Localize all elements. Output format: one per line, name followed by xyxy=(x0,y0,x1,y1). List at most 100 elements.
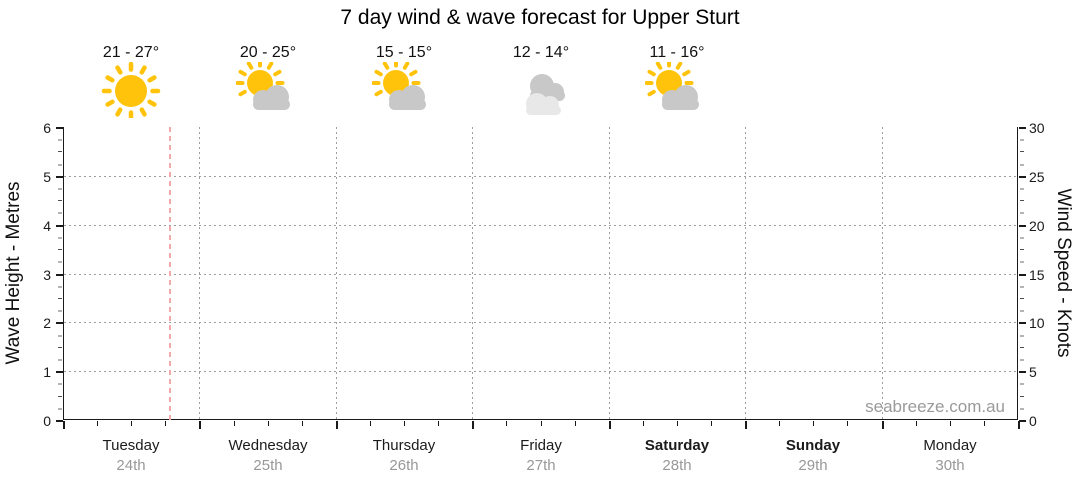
day-boundary-tick xyxy=(882,421,884,429)
wind-axis-tick xyxy=(1019,176,1026,178)
wave-axis-minor-tick xyxy=(58,298,62,299)
wind-axis-tick-label: 30 xyxy=(1029,120,1045,136)
wave-axis-minor-tick xyxy=(58,347,62,348)
hour-tick xyxy=(268,421,269,426)
wave-axis-tick-label: 5 xyxy=(43,169,51,185)
wind-axis-minor-tick xyxy=(1020,249,1024,250)
day-temperature-range: 20 - 25° xyxy=(239,44,297,61)
wind-axis-tick xyxy=(1019,274,1026,276)
hour-tick xyxy=(131,421,132,426)
wave-axis-minor-tick xyxy=(58,164,62,166)
wind-axis-tick-label: 15 xyxy=(1029,267,1045,283)
day-temperature-range: 15 - 15° xyxy=(375,44,433,61)
now-marker-line xyxy=(169,127,171,420)
wind-axis-minor-tick xyxy=(1020,396,1024,397)
day-boundary-gridline xyxy=(336,127,337,420)
hour-tick xyxy=(779,421,780,426)
hour-tick xyxy=(813,421,814,426)
chart-title: 7 day wind & wave forecast for Upper Stu… xyxy=(340,6,740,29)
day-boundary-tick xyxy=(745,421,747,429)
wave-axis-minor-tick xyxy=(58,310,62,312)
wind-axis-tick-label: 25 xyxy=(1029,169,1045,185)
sunny-icon xyxy=(99,61,163,121)
day-temperature-range: 11 - 16° xyxy=(649,44,705,61)
day-boundary-gridline xyxy=(882,127,883,420)
wind-axis-minor-tick xyxy=(1020,200,1024,201)
wave-axis-tick xyxy=(56,322,63,324)
wind-axis-tick xyxy=(1019,420,1026,422)
day-name-label: Saturday xyxy=(644,437,710,454)
day-name-label: Sunday xyxy=(785,437,841,454)
wave-axis-tick xyxy=(56,127,63,129)
day-boundary-tick xyxy=(199,421,201,429)
wave-gridline xyxy=(64,322,1018,323)
wave-axis-minor-tick xyxy=(58,212,62,214)
day-date-label: 26th xyxy=(389,457,419,474)
wave-axis-tick-label: 0 xyxy=(43,413,51,429)
day-date-label: 25th xyxy=(253,457,283,474)
partly-cloudy-icon xyxy=(371,58,436,118)
day-boundary-gridline xyxy=(745,127,746,420)
wind-axis-tick xyxy=(1019,322,1026,324)
hour-tick xyxy=(847,421,848,426)
day-boundary-tick xyxy=(336,421,338,429)
wind-axis-minor-tick xyxy=(1020,188,1024,190)
day-name-label: Wednesday xyxy=(228,437,308,454)
wave-axis-tick-label: 2 xyxy=(43,315,51,331)
wind-axis-tick xyxy=(1019,127,1026,129)
day-name-label: Tuesday xyxy=(102,437,160,454)
day-boundary-gridline xyxy=(199,127,200,420)
wind-axis-minor-tick xyxy=(1020,298,1024,299)
wave-axis-minor-tick xyxy=(58,261,62,263)
hour-tick xyxy=(370,421,371,426)
day-date-label: 24th xyxy=(116,457,146,474)
hour-tick xyxy=(950,421,951,426)
day-temperature-range: 21 - 27° xyxy=(102,44,160,61)
wave-axis-minor-tick xyxy=(58,383,62,385)
wave-axis-tick xyxy=(56,176,63,178)
wind-axis-minor-tick xyxy=(1020,261,1024,263)
wave-axis-minor-tick xyxy=(58,249,62,250)
day-temperature-range: 12 - 14° xyxy=(512,44,570,61)
hour-tick xyxy=(711,421,712,426)
wind-axis-minor-tick xyxy=(1020,408,1024,410)
wave-axis-tick xyxy=(56,225,63,227)
hour-tick xyxy=(234,421,235,426)
partly-cloudy-icon xyxy=(644,58,709,118)
day-name-label: Monday xyxy=(923,437,977,454)
day-date-label: 27th xyxy=(526,457,556,474)
day-date-label: 29th xyxy=(798,457,828,474)
day-boundary-gridline xyxy=(472,127,473,420)
partly-cloudy-icon xyxy=(235,58,300,118)
hour-tick xyxy=(302,421,303,426)
wave-axis-minor-tick xyxy=(58,408,62,410)
wind-axis-minor-tick xyxy=(1020,237,1024,239)
wave-axis-tick xyxy=(56,371,63,373)
wave-axis-minor-tick xyxy=(58,237,62,239)
wind-axis-tick-label: 5 xyxy=(1029,364,1037,380)
hour-tick xyxy=(643,421,644,426)
wind-axis-minor-tick xyxy=(1020,212,1024,214)
hour-tick xyxy=(97,421,98,426)
wave-gridline xyxy=(64,176,1018,177)
day-boundary-tick xyxy=(609,421,611,429)
wind-axis-minor-tick xyxy=(1020,383,1024,385)
cloudy-icon xyxy=(509,62,573,118)
wind-axis-minor-tick xyxy=(1020,164,1024,166)
wave-axis-tick-label: 1 xyxy=(43,364,51,380)
hour-tick xyxy=(165,421,166,426)
wind-axis-minor-tick xyxy=(1020,286,1024,288)
hour-tick xyxy=(438,421,439,426)
wave-axis-tick-label: 3 xyxy=(43,267,51,283)
day-name-label: Friday xyxy=(520,437,562,454)
watermark: seabreeze.com.au xyxy=(865,397,1005,416)
wind-axis-minor-tick xyxy=(1020,139,1024,141)
wind-axis-minor-tick xyxy=(1020,151,1024,152)
day-name-label: Thursday xyxy=(372,437,436,454)
day-boundary-tick xyxy=(1018,421,1020,429)
day-boundary-tick xyxy=(472,421,474,429)
wave-axis-tick-label: 6 xyxy=(43,120,51,136)
wind-axis-tick xyxy=(1019,225,1026,227)
wave-gridline xyxy=(64,274,1018,275)
